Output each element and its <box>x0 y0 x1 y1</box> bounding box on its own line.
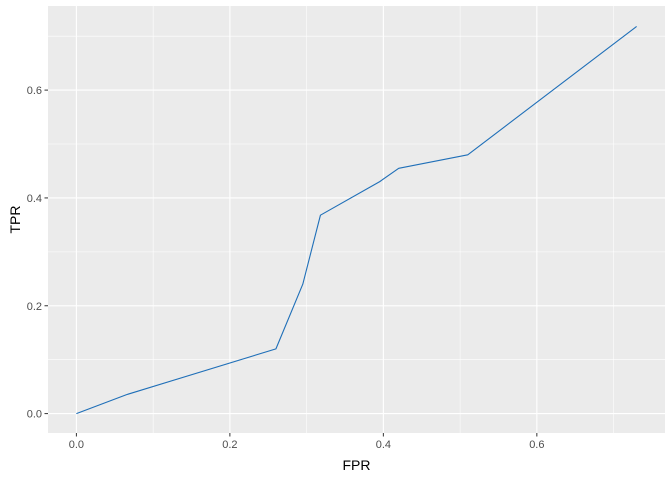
x-axis-ticks: 0.0 0.2 0.4 0.6 <box>69 433 544 451</box>
x-tick-label: 0.2 <box>222 439 237 451</box>
panel-background <box>48 6 665 433</box>
y-axis-ticks: 0.0 0.2 0.4 0.6 <box>27 85 48 421</box>
x-tick-label: 0.0 <box>69 439 84 451</box>
x-tick-label: 0.4 <box>376 439 391 451</box>
minor-gridlines <box>48 6 665 433</box>
y-tick-label: 0.4 <box>27 193 42 205</box>
y-tick-label: 0.6 <box>27 85 42 97</box>
x-tick-label: 0.6 <box>529 439 544 451</box>
y-tick-label: 0.0 <box>27 409 42 421</box>
series-layer <box>76 26 637 415</box>
x-axis-title: FPR <box>343 457 371 473</box>
major-gridlines <box>48 6 665 433</box>
y-tick-label: 0.2 <box>27 301 42 313</box>
series-line <box>76 26 637 415</box>
y-axis-title: TPR <box>7 206 23 234</box>
